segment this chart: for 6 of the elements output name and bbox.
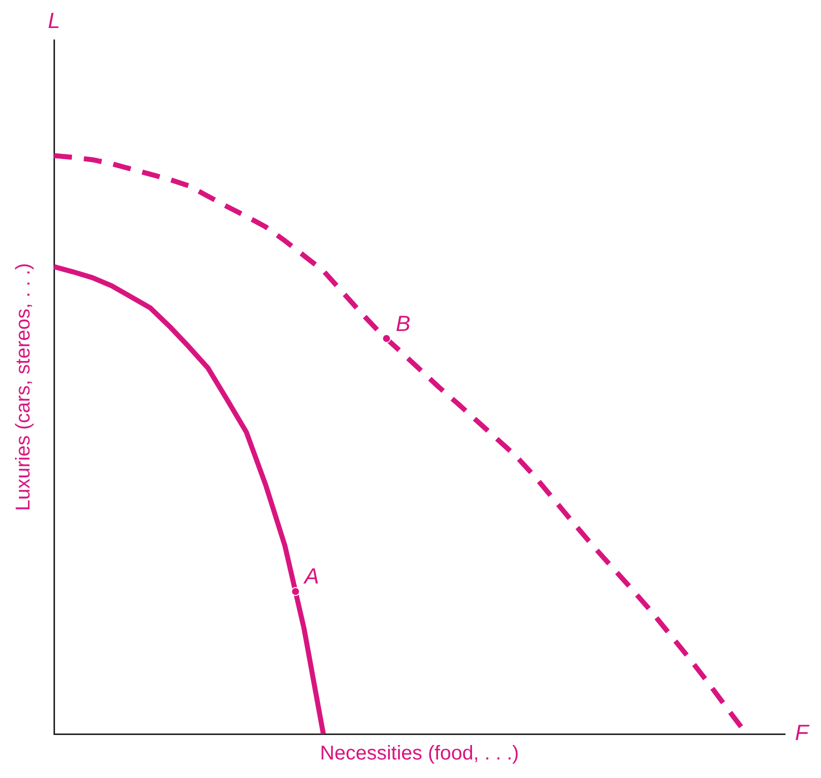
text: L (48, 8, 60, 34)
y-axis-title: Luxuries (cars, stereos, . . .) (12, 263, 35, 511)
annotation: A (302, 563, 320, 588)
text: F (795, 720, 810, 746)
x-axis-title: Necessities (food, . . .) (320, 742, 519, 765)
annotation: B (396, 311, 410, 336)
